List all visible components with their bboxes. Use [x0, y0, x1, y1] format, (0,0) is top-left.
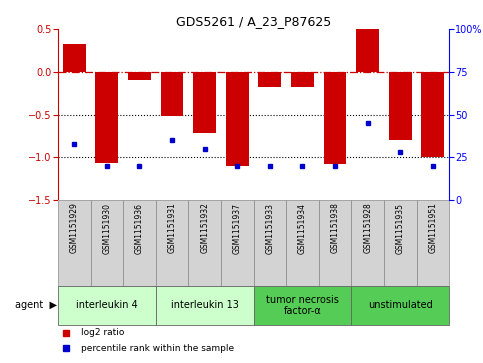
- Bar: [128, 72, 151, 80]
- Text: percentile rank within the sample: percentile rank within the sample: [82, 344, 235, 352]
- Bar: [226, 72, 249, 166]
- Bar: [193, 72, 216, 133]
- Text: GSM1151931: GSM1151931: [168, 203, 177, 253]
- Bar: [384, 200, 417, 286]
- Bar: [96, 72, 118, 163]
- Bar: [324, 72, 346, 164]
- Bar: [291, 72, 314, 87]
- Text: GSM1151934: GSM1151934: [298, 203, 307, 254]
- Bar: [258, 72, 281, 87]
- Bar: [91, 200, 123, 286]
- Bar: [221, 200, 254, 286]
- Bar: [422, 72, 444, 157]
- Text: interleukin 13: interleukin 13: [170, 300, 239, 310]
- Text: tumor necrosis
factor-α: tumor necrosis factor-α: [266, 294, 339, 316]
- Text: unstimulated: unstimulated: [368, 300, 433, 310]
- Bar: [319, 200, 352, 286]
- Text: interleukin 4: interleukin 4: [76, 300, 138, 310]
- Bar: [417, 200, 449, 286]
- Text: GSM1151928: GSM1151928: [363, 203, 372, 253]
- Bar: [188, 200, 221, 286]
- Bar: [63, 44, 85, 72]
- Bar: [389, 72, 412, 140]
- Text: GSM1151929: GSM1151929: [70, 203, 79, 253]
- Bar: [58, 200, 91, 286]
- Bar: [254, 286, 352, 325]
- Bar: [254, 200, 286, 286]
- Text: GSM1151930: GSM1151930: [102, 203, 112, 254]
- Text: GSM1151951: GSM1151951: [428, 203, 438, 253]
- Bar: [123, 200, 156, 286]
- Bar: [156, 286, 254, 325]
- Bar: [58, 286, 156, 325]
- Text: log2 ratio: log2 ratio: [82, 329, 125, 337]
- Bar: [286, 200, 319, 286]
- Bar: [352, 200, 384, 286]
- Text: GSM1151937: GSM1151937: [233, 203, 242, 254]
- Text: GSM1151935: GSM1151935: [396, 203, 405, 254]
- Bar: [352, 286, 449, 325]
- Bar: [161, 72, 184, 116]
- Text: GSM1151938: GSM1151938: [330, 203, 340, 253]
- Bar: [356, 29, 379, 72]
- Text: agent  ▶: agent ▶: [15, 300, 57, 310]
- Text: GSM1151936: GSM1151936: [135, 203, 144, 254]
- Title: GDS5261 / A_23_P87625: GDS5261 / A_23_P87625: [176, 15, 331, 28]
- Bar: [156, 200, 188, 286]
- Text: GSM1151932: GSM1151932: [200, 203, 209, 253]
- Text: GSM1151933: GSM1151933: [265, 203, 274, 254]
